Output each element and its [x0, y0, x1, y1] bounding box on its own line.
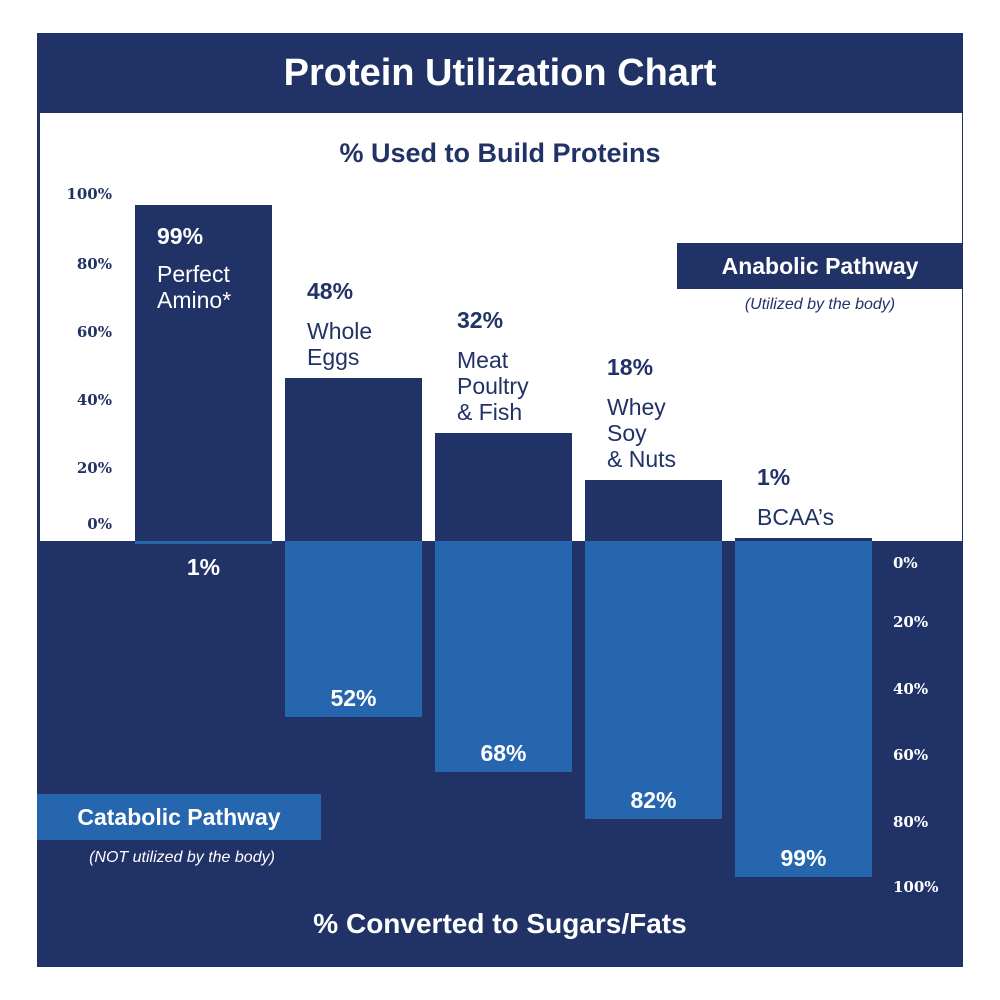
catabolic-value-label: 68% — [480, 739, 527, 766]
legend-catabolic: Catabolic Pathway — [37, 794, 321, 840]
anabolic-bar — [585, 479, 722, 541]
bottom-tick-label: 80% — [893, 813, 929, 831]
top-tick-label: 100% — [66, 185, 112, 203]
anabolic-bar — [435, 432, 572, 541]
catabolic-bar — [585, 541, 722, 819]
anabolic-value-label: 18% — [607, 353, 654, 380]
chart-title: Protein Utilization Chart — [283, 52, 717, 94]
catabolic-bar — [135, 541, 272, 545]
anabolic-value-label: 48% — [307, 278, 354, 305]
anabolic-value-label: 32% — [457, 306, 504, 333]
bottom-tick-label: 60% — [893, 746, 929, 764]
bottom-axis-title: % Converted to Sugars/Fats — [313, 908, 687, 939]
category-label: Whey Soy & Nuts — [607, 393, 677, 472]
bottom-tick-label: 40% — [893, 680, 929, 698]
anabolic-value-label: 1% — [757, 463, 791, 490]
anabolic-bar — [735, 537, 872, 541]
top-tick-label: 40% — [76, 391, 112, 409]
catabolic-bar — [435, 541, 572, 772]
top-tick-label: 20% — [76, 459, 112, 477]
top-tick-label: 60% — [76, 323, 112, 341]
bottom-tick-label: 0% — [893, 554, 918, 572]
category-label: Perfect Amino* — [157, 261, 232, 314]
catabolic-value-label: 52% — [330, 685, 377, 712]
legend-catabolic-note: (NOT utilized by the body) — [89, 849, 275, 866]
catabolic-value-label: 99% — [780, 844, 827, 871]
catabolic-value-label: 1% — [186, 554, 221, 581]
top-tick-label: 80% — [76, 255, 112, 273]
anabolic-value-label: 99% — [157, 223, 204, 250]
anabolic-bar — [285, 378, 422, 541]
category-label: Meat Poultry & Fish — [457, 346, 529, 425]
category-label: Whole Eggs — [307, 318, 373, 371]
anabolic-bar — [135, 205, 272, 541]
catabolic-value-label: 82% — [630, 786, 677, 813]
category-label: BCAA’s — [757, 503, 835, 530]
top-axis-title: % Used to Build Proteins — [339, 138, 661, 168]
legend-anabolic-note: (Utilized by the body) — [744, 296, 896, 313]
catabolic-bar — [735, 541, 872, 877]
bottom-tick-label: 100% — [893, 878, 939, 896]
catabolic-bar — [285, 541, 422, 718]
legend-anabolic: Anabolic Pathway — [677, 243, 963, 289]
top-tick-label: 0% — [87, 515, 112, 533]
bottom-tick-label: 20% — [893, 613, 929, 631]
